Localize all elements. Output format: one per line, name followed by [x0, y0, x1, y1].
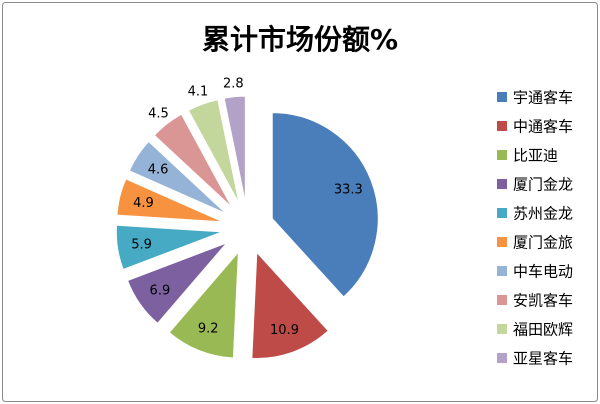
pie-slice-10	[223, 95, 246, 203]
legend-label-6: 厦门金旅	[513, 233, 573, 251]
legend-label-3: 比亚迪	[513, 146, 558, 164]
pie-slice-1	[271, 112, 379, 298]
data-label-7: 4.6	[148, 162, 169, 177]
pie-slice-3	[168, 250, 239, 359]
data-label-3: 9.2	[198, 322, 219, 337]
legend-label-9: 福田欧辉	[513, 320, 573, 338]
legend-label-2: 中通客车	[513, 117, 573, 135]
legend-label-8: 安凯客车	[513, 291, 573, 309]
legend-marker-4	[497, 179, 507, 189]
data-label-6: 4.9	[133, 196, 154, 211]
pie-slice-2	[251, 251, 329, 359]
legend-item-9: 福田欧辉	[497, 320, 573, 338]
legend-item-1: 宇通客车	[497, 88, 573, 106]
legend-marker-3	[497, 150, 507, 160]
legend-marker-8	[497, 295, 507, 305]
legend-item-6: 厦门金旅	[497, 233, 573, 251]
legend-item-3: 比亚迪	[497, 146, 558, 164]
legend-marker-6	[497, 237, 507, 247]
pie-slice-9	[187, 99, 240, 204]
legend-label-7: 中车电动	[513, 262, 573, 280]
pie-slice-8	[153, 113, 233, 208]
legend-item-4: 厦门金龙	[497, 175, 573, 193]
legend-marker-2	[497, 121, 507, 131]
data-label-8: 4.5	[148, 106, 169, 121]
legend-label-1: 宇通客车	[513, 88, 573, 106]
legend-marker-5	[497, 208, 507, 218]
pie-slice-6	[116, 178, 223, 223]
data-labels: 33.3 10.9 9.2 6.9 5.9 4.9 4.6 4.5 4.1 2.8	[131, 76, 363, 338]
legend-label-4: 厦门金龙	[513, 175, 573, 193]
data-label-5: 5.9	[131, 238, 152, 253]
legend-marker-1	[497, 92, 507, 102]
legend-item-8: 安凯客车	[497, 291, 573, 309]
legend-marker-9	[497, 324, 507, 334]
legend-item-7: 中车电动	[497, 262, 573, 280]
data-label-4: 6.9	[150, 283, 171, 298]
pie-slice-4	[126, 242, 228, 324]
legend-marker-10	[497, 353, 507, 363]
legend-label-10: 亚星客车	[513, 349, 573, 367]
legend-item-2: 中通客车	[497, 117, 573, 135]
chart-title: 累计市场份额%	[202, 23, 398, 56]
legend-item-10: 亚星客车	[497, 349, 573, 367]
data-label-1: 33.3	[334, 183, 363, 198]
legend-label-5: 苏州金龙	[513, 204, 573, 222]
pie-slice-7	[128, 140, 227, 215]
pie-slices	[115, 95, 379, 359]
data-label-10: 2.8	[223, 76, 244, 91]
legend-marker-7	[497, 266, 507, 276]
legend-item-5: 苏州金龙	[497, 204, 573, 222]
data-label-9: 4.1	[188, 84, 209, 99]
pie-slice-5	[115, 224, 223, 271]
data-label-2: 10.9	[270, 323, 299, 338]
